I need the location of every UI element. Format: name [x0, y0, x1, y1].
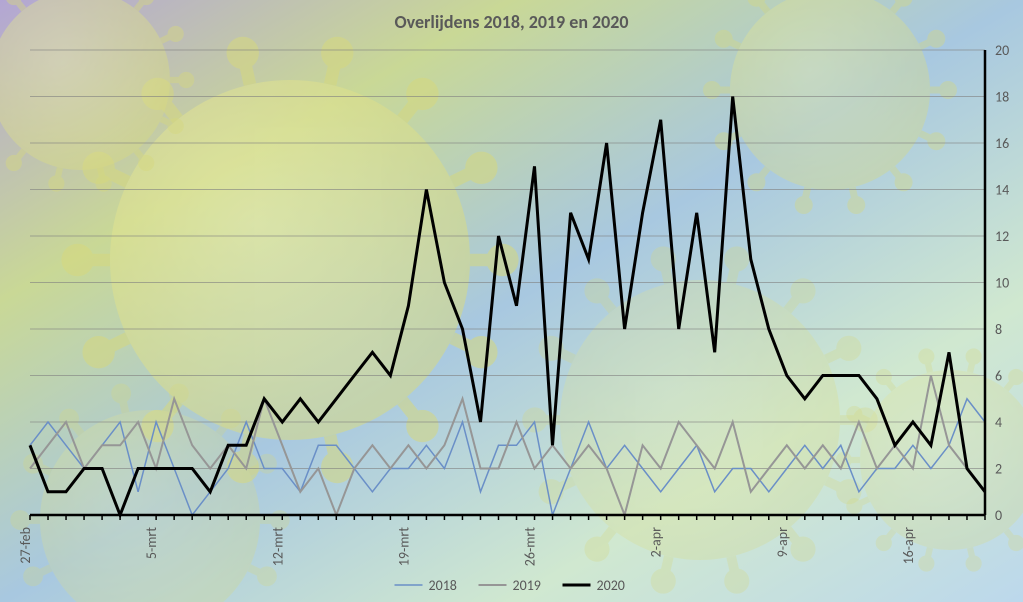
- x-tick-label: 2-apr: [648, 527, 665, 557]
- y-tick-label: 18: [995, 89, 1009, 106]
- y-tick-label: 0: [995, 507, 1002, 524]
- x-tick-label: 27-feb: [17, 527, 34, 564]
- y-tick-label: 10: [995, 275, 1009, 292]
- legend-label-2018: 2018: [429, 577, 457, 594]
- deaths-chart: 0 2 4 6 8 10 12 14 16 18 20 27-feb 5-mrt 12-mrt 19-mrt…: [0, 0, 1023, 602]
- y-tick-label: 8: [995, 321, 1002, 338]
- y-tick-label: 6: [995, 368, 1002, 385]
- x-tick-label: 9-apr: [774, 527, 791, 557]
- y-tick-label: 2: [995, 461, 1002, 478]
- x-tick-label: 19-mrt: [395, 527, 412, 567]
- x-tick-label: 16-apr: [900, 527, 917, 565]
- y-tick-label: 20: [995, 42, 1009, 59]
- y-tick-label: 4: [995, 414, 1002, 431]
- x-tick-label: 12-mrt: [269, 527, 286, 567]
- x-tick-label: 26-mrt: [522, 527, 539, 567]
- legend-label-2019: 2019: [513, 577, 541, 594]
- y-tick-label: 14: [995, 182, 1009, 199]
- y-tick-label: 16: [995, 135, 1009, 152]
- legend-label-2020: 2020: [597, 577, 625, 594]
- y-tick-label: 12: [995, 228, 1009, 245]
- chart-title: Overlijdens 2018, 2019 en 2020: [394, 11, 628, 33]
- chart-svg: 0 2 4 6 8 10 12 14 16 18 20 27-feb 5-mrt 12-mrt 19-mrt…: [0, 0, 1023, 602]
- x-tick-label: 5-mrt: [143, 527, 160, 559]
